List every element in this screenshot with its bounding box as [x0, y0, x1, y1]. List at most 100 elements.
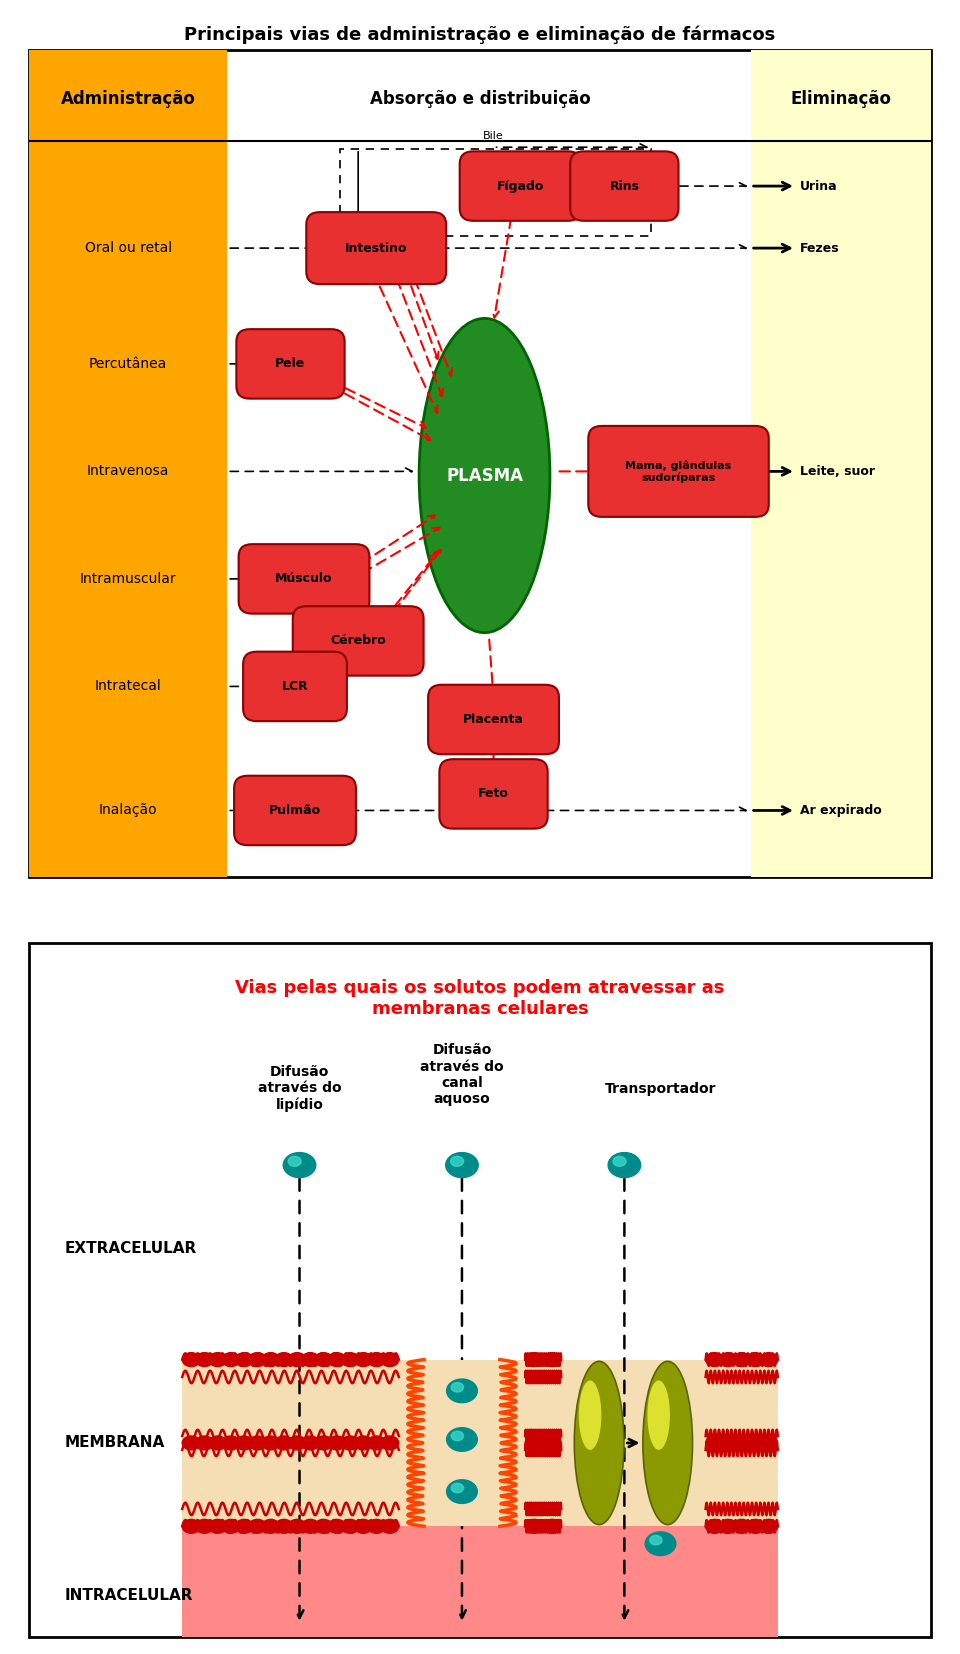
Text: Rins: Rins [610, 180, 639, 192]
Text: Pulmão: Pulmão [269, 804, 321, 817]
Text: Músculo: Músculo [276, 572, 333, 586]
Circle shape [249, 1520, 267, 1533]
Text: Pele: Pele [276, 357, 305, 370]
Text: Intratecal: Intratecal [95, 680, 161, 693]
Circle shape [288, 1436, 306, 1451]
Text: Urina: Urina [801, 180, 838, 192]
Text: Transportador: Transportador [605, 1082, 716, 1095]
Circle shape [182, 1353, 201, 1366]
Text: Principais vias de administração e eliminação de fármacos: Principais vias de administração e elimi… [184, 25, 776, 45]
FancyBboxPatch shape [398, 1360, 525, 1527]
Circle shape [650, 1535, 662, 1545]
Circle shape [315, 1436, 332, 1451]
FancyBboxPatch shape [570, 152, 679, 222]
Circle shape [354, 1436, 372, 1451]
Text: Leite, suor: Leite, suor [801, 465, 876, 478]
Text: Oral ou retal: Oral ou retal [84, 241, 172, 255]
Circle shape [249, 1436, 267, 1451]
Circle shape [543, 1520, 562, 1533]
Circle shape [208, 1353, 227, 1366]
Text: Intramuscular: Intramuscular [80, 572, 177, 586]
Circle shape [196, 1353, 213, 1366]
FancyBboxPatch shape [751, 50, 931, 877]
Circle shape [381, 1436, 398, 1451]
Circle shape [341, 1436, 359, 1451]
FancyBboxPatch shape [588, 427, 769, 516]
Circle shape [525, 1520, 543, 1533]
Text: Absorção e distribuição: Absorção e distribuição [370, 91, 590, 108]
Text: Percutânea: Percutânea [89, 357, 167, 370]
Circle shape [446, 1379, 477, 1403]
Circle shape [446, 1427, 477, 1451]
Circle shape [301, 1520, 320, 1533]
Text: INTRACELULAR: INTRACELULAR [65, 1588, 193, 1603]
Circle shape [182, 1436, 201, 1451]
Circle shape [746, 1436, 764, 1451]
Circle shape [288, 1156, 301, 1166]
FancyBboxPatch shape [428, 685, 559, 754]
Circle shape [706, 1436, 724, 1451]
Circle shape [732, 1436, 751, 1451]
Circle shape [235, 1436, 253, 1451]
Text: Cérebro: Cérebro [330, 635, 386, 647]
Circle shape [451, 1383, 464, 1393]
Ellipse shape [579, 1381, 601, 1451]
Circle shape [196, 1436, 213, 1451]
FancyBboxPatch shape [239, 544, 370, 614]
Text: Eliminação: Eliminação [790, 91, 892, 108]
Circle shape [759, 1436, 778, 1451]
Text: PLASMA: PLASMA [446, 466, 523, 485]
Circle shape [759, 1353, 778, 1366]
Circle shape [235, 1520, 253, 1533]
FancyBboxPatch shape [306, 212, 446, 284]
Circle shape [719, 1353, 737, 1366]
Circle shape [341, 1520, 359, 1533]
Circle shape [732, 1520, 751, 1533]
Circle shape [719, 1436, 737, 1451]
Ellipse shape [647, 1381, 670, 1451]
Circle shape [746, 1353, 764, 1366]
Circle shape [354, 1520, 372, 1533]
Circle shape [208, 1520, 227, 1533]
Ellipse shape [574, 1361, 624, 1525]
Circle shape [222, 1520, 240, 1533]
Circle shape [543, 1353, 562, 1366]
Text: LCR: LCR [281, 680, 308, 693]
Circle shape [327, 1353, 346, 1366]
Text: Ar expirado: Ar expirado [801, 804, 882, 817]
Text: Difusão
através do
canal
aquoso: Difusão através do canal aquoso [420, 1044, 504, 1107]
Circle shape [446, 1480, 477, 1503]
Circle shape [368, 1436, 386, 1451]
Circle shape [719, 1520, 737, 1533]
Circle shape [525, 1353, 543, 1366]
FancyBboxPatch shape [243, 652, 347, 721]
Circle shape [732, 1353, 751, 1366]
Text: Fezes: Fezes [801, 241, 840, 255]
Circle shape [275, 1353, 293, 1366]
Circle shape [301, 1436, 320, 1451]
Text: Bile: Bile [483, 131, 504, 142]
Text: Vias pelas quais os solutos podem atravessar as
membranas celulares: Vias pelas quais os solutos podem atrave… [235, 979, 725, 1017]
Circle shape [450, 1156, 464, 1166]
Text: Intestino: Intestino [345, 241, 407, 255]
Circle shape [222, 1353, 240, 1366]
Text: Difusão
através do
lipídio: Difusão através do lipídio [257, 1065, 342, 1111]
Text: Placenta: Placenta [463, 713, 524, 726]
Circle shape [445, 1153, 478, 1178]
Circle shape [288, 1353, 306, 1366]
Circle shape [525, 1436, 543, 1451]
Circle shape [706, 1520, 724, 1533]
Text: EXTRACELULAR: EXTRACELULAR [65, 1240, 197, 1255]
Circle shape [275, 1520, 293, 1533]
Circle shape [222, 1436, 240, 1451]
FancyBboxPatch shape [29, 50, 228, 877]
Circle shape [288, 1520, 306, 1533]
Circle shape [354, 1353, 372, 1366]
Circle shape [327, 1436, 346, 1451]
Circle shape [315, 1520, 332, 1533]
Ellipse shape [420, 319, 550, 633]
Circle shape [283, 1153, 316, 1178]
Text: Sistema
portal: Sistema portal [364, 261, 406, 284]
Circle shape [746, 1520, 764, 1533]
Circle shape [543, 1436, 562, 1451]
